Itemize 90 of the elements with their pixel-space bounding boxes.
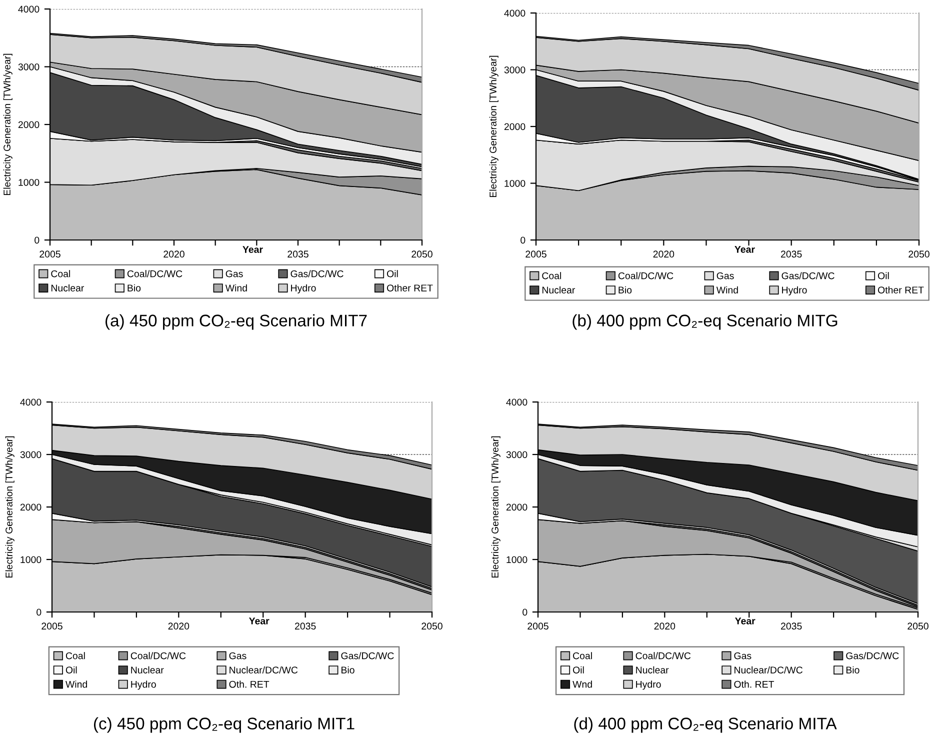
legend-label: Nuclear [542,286,576,294]
legend-label: Gas [226,270,243,278]
legend-label: Hydro [782,286,807,296]
text: (b) 400 ppm CO₂-eq Scenario MITG [572,314,838,330]
y-tick-label: 4000 [504,10,526,17]
legend-label: Nuclear/DC/WC [734,666,803,674]
legend-label: Oil [573,666,584,674]
legend-label: Coal/DC/WC [618,272,674,280]
legend-label: Hydro [291,284,316,294]
x-tick-label: 2035 [288,250,308,258]
y-tick-label: 0 [34,236,40,244]
y-tick-label: 4000 [20,398,42,406]
legend-label: Gas [716,272,734,280]
legend-label: Coal/DC/WC [130,652,186,660]
x-tick-label: 2050 [422,622,442,630]
y-tick-label: 4000 [506,398,528,406]
legend-label: Gas/DC/WC [290,270,344,278]
x-axis-title: Year [248,618,270,624]
y-tick-label: 2000 [18,121,40,128]
legend-label: Coal [573,652,592,660]
x-tick-label: 2035 [781,250,802,258]
x-axis-title: Year [734,246,755,253]
legend-label: Oth. RET [229,680,270,688]
legend-label: Wind [66,680,87,688]
legend-label: Bio [128,284,141,292]
x-tick-label: 2035 [781,622,802,630]
legend-label: Wnd [572,680,592,688]
legend-label: Nuclear/DC/WC [230,666,298,674]
y-axis-title: Electricity Generation [TWh/year] [5,436,14,578]
y-tick-label: 3000 [20,451,42,458]
x-tick-label: 2050 [908,250,930,258]
y-tick-label: 2000 [20,504,42,511]
legend-label: Oil [878,272,889,280]
y-tick-label: 0 [522,608,528,616]
x-tick-label: 2005 [40,250,60,258]
legend-label: Oil [66,666,77,674]
y-tick-label: 0 [520,236,526,244]
x-tick-label: 2050 [412,250,432,258]
y-tick-label: 1000 [18,178,40,186]
x-tick-label: 2020 [653,250,674,258]
legend-label: Hydro [636,680,661,690]
x-tick-label: 2035 [295,622,316,630]
text: (d) 400 ppm CO₂-eq Scenario MITA [574,717,837,733]
y-tick-label: 1000 [504,180,526,187]
legend-label: Nuclear [636,666,669,674]
legend-label: Other RET [387,284,433,292]
text: (c) 450 ppm CO₂-eq Scenario MIT1 [94,717,354,733]
y-tick-label: 1000 [506,556,528,564]
legend-label: Coal [542,272,562,280]
y-axis-title: Electricity Generation [TWh/year] [491,436,500,578]
legend-label: Gas [229,652,246,660]
legend-label: Hydro [131,680,156,690]
x-tick-label: 2005 [526,250,546,258]
text: (a) 450 ppm CO₂-eq Scenario MIT7 [106,314,367,330]
x-tick-label: 2020 [168,622,190,630]
legend-label: Gas/DC/WC [782,272,834,280]
y-tick-label: 1000 [20,556,42,564]
legend-label: Gas/DC/WC [846,652,899,660]
x-axis-title: Year [734,618,756,624]
x-axis-title: Year [242,246,263,253]
y-tick-label: 2000 [506,504,528,511]
legend-label: Oil [387,270,398,278]
legend-label: Wind [716,286,738,294]
legend-label: Bio [342,666,354,674]
y-tick-label: 4000 [18,6,40,13]
y-tick-label: 3000 [504,66,526,74]
legend-label: Gas [734,652,752,660]
legend-label: Bio [618,286,632,294]
legend-label: Wind [225,284,247,292]
x-tick-label: 2020 [654,622,676,630]
y-tick-label: 3000 [506,451,528,458]
x-tick-label: 2050 [908,622,928,630]
y-tick-label: 0 [36,608,42,616]
legend-label: Gas/DC/WC [341,652,394,660]
legend-label: Coal [51,270,70,278]
legend-label: Other RET [878,286,924,294]
legend-label: Nuclear [131,666,164,674]
legend-label: Coal [66,652,85,660]
legend-label: Nuclear [51,284,84,292]
x-tick-label: 2020 [164,250,184,258]
legend-label: Coal/DC/WC [127,270,182,278]
y-axis-title: Electricity Generation [TWh/year] [489,56,498,198]
y-tick-label: 3000 [18,63,40,70]
x-tick-label: 2005 [42,622,62,630]
y-axis-title: Electricity Generation [TWh/year] [3,54,12,196]
y-tick-label: 2000 [504,123,526,130]
legend-label: Oth. RET [734,680,774,688]
legend-label: Coal/DC/WC [636,652,691,660]
x-tick-label: 2005 [528,622,548,630]
legend-label: Bio [846,666,860,674]
